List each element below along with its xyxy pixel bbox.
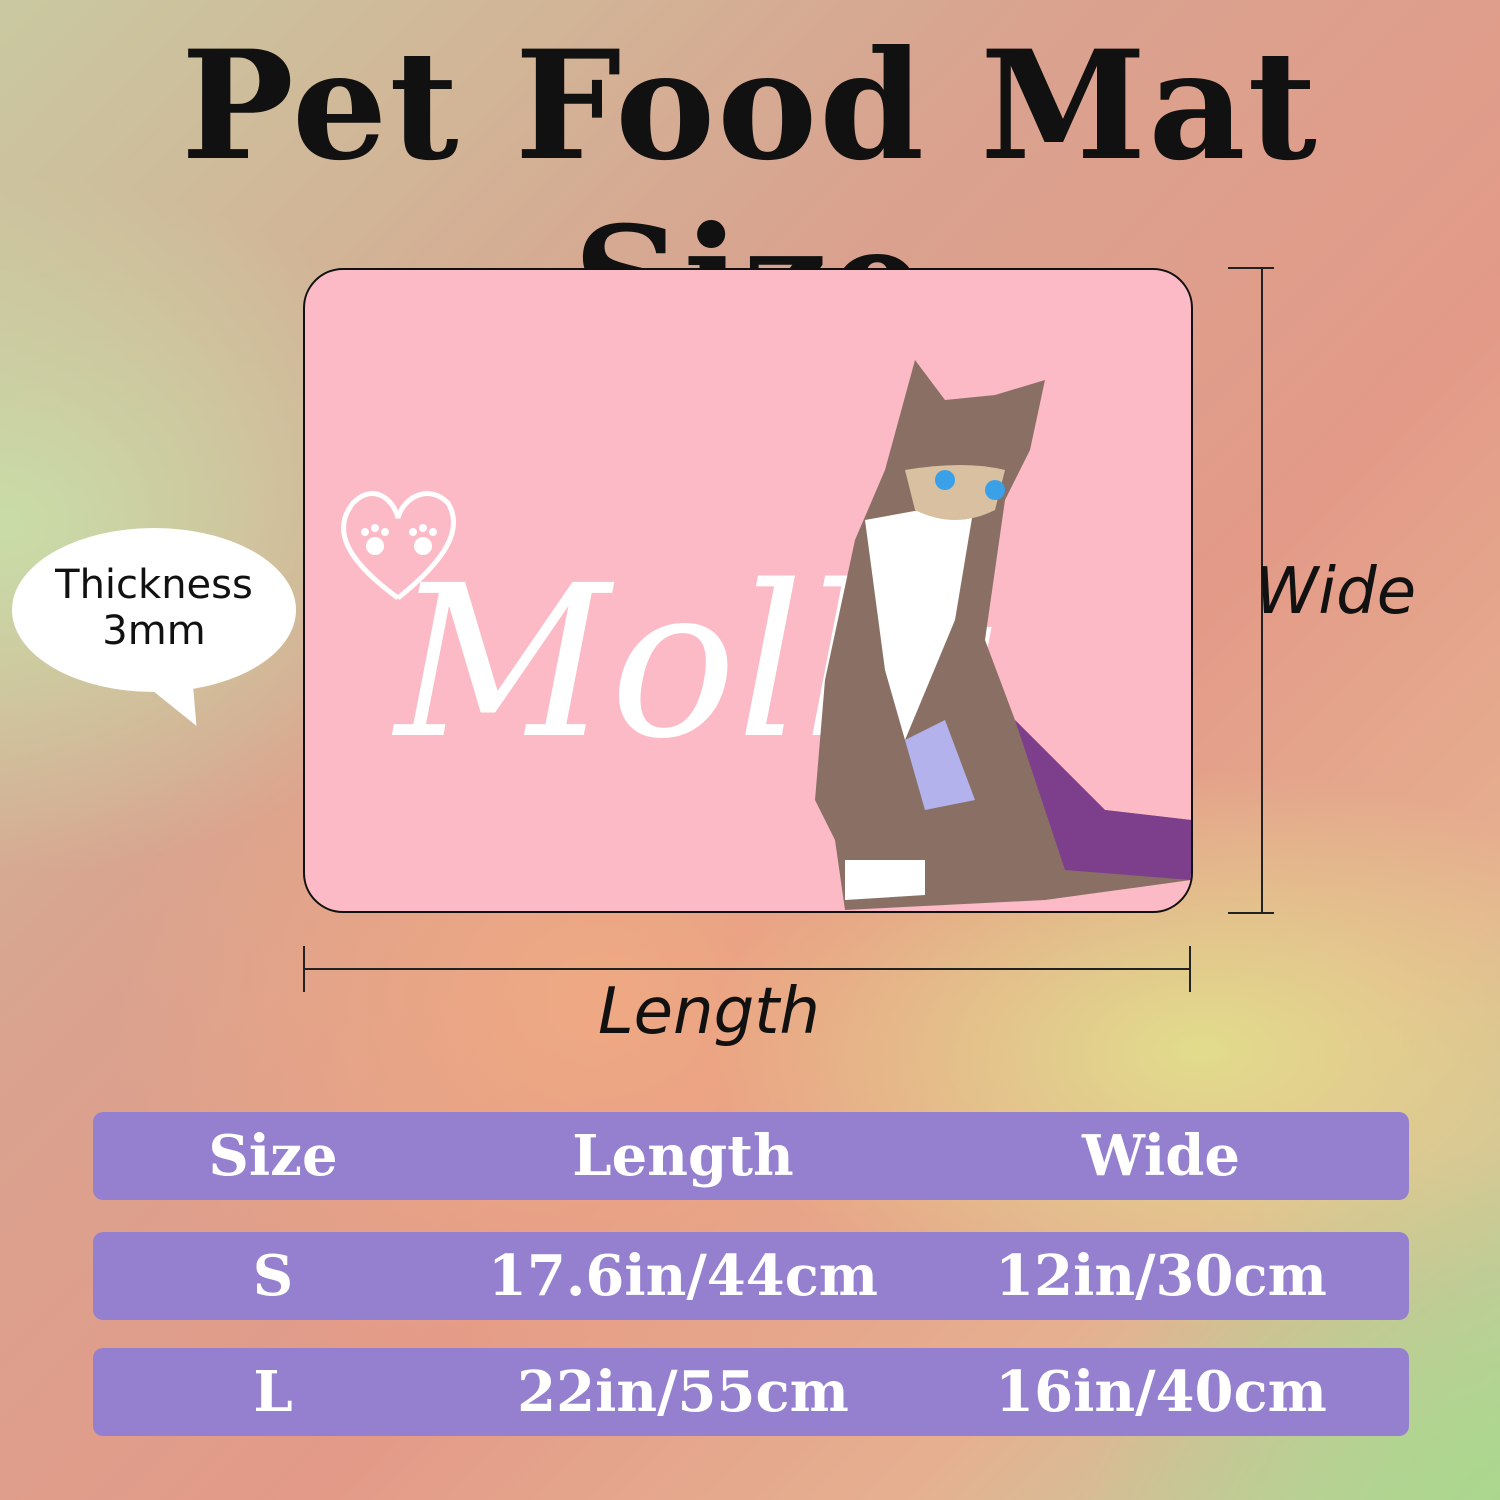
- pet-food-mat-image: Molly: [303, 268, 1193, 913]
- table-row: L 22in/55cm 16in/40cm: [93, 1348, 1409, 1436]
- cell-size: L: [253, 1359, 293, 1425]
- cell-wide: 16in/40cm: [995, 1359, 1327, 1425]
- table-row: S 17.6in/44cm 12in/30cm: [93, 1232, 1409, 1320]
- thickness-value: 3mm: [102, 608, 206, 654]
- size-table-header: Size Length Wide: [93, 1112, 1409, 1200]
- heart-paw-icon: [341, 491, 457, 601]
- cell-length: 22in/55cm: [517, 1359, 849, 1425]
- header-wide: Wide: [1082, 1123, 1240, 1189]
- length-dimension-line: [303, 968, 1191, 970]
- wide-label: Wide: [1255, 555, 1417, 629]
- wide-dimension-line: [1261, 268, 1263, 913]
- cell-wide: 12in/30cm: [995, 1243, 1327, 1309]
- header-length: Length: [572, 1123, 794, 1189]
- length-dimension-tick-right: [1189, 946, 1191, 992]
- cat-illustration: [815, 360, 1191, 910]
- header-size: Size: [208, 1123, 338, 1189]
- thickness-label: Thickness: [55, 562, 253, 608]
- wide-dimension-tick-bottom: [1228, 912, 1274, 914]
- length-dimension-tick-left: [303, 946, 305, 992]
- length-label: Length: [598, 975, 820, 1049]
- thickness-speech-bubble: Thickness 3mm: [12, 528, 296, 692]
- cell-size: S: [252, 1243, 294, 1309]
- cell-length: 17.6in/44cm: [487, 1243, 879, 1309]
- wide-dimension-tick-top: [1228, 267, 1274, 269]
